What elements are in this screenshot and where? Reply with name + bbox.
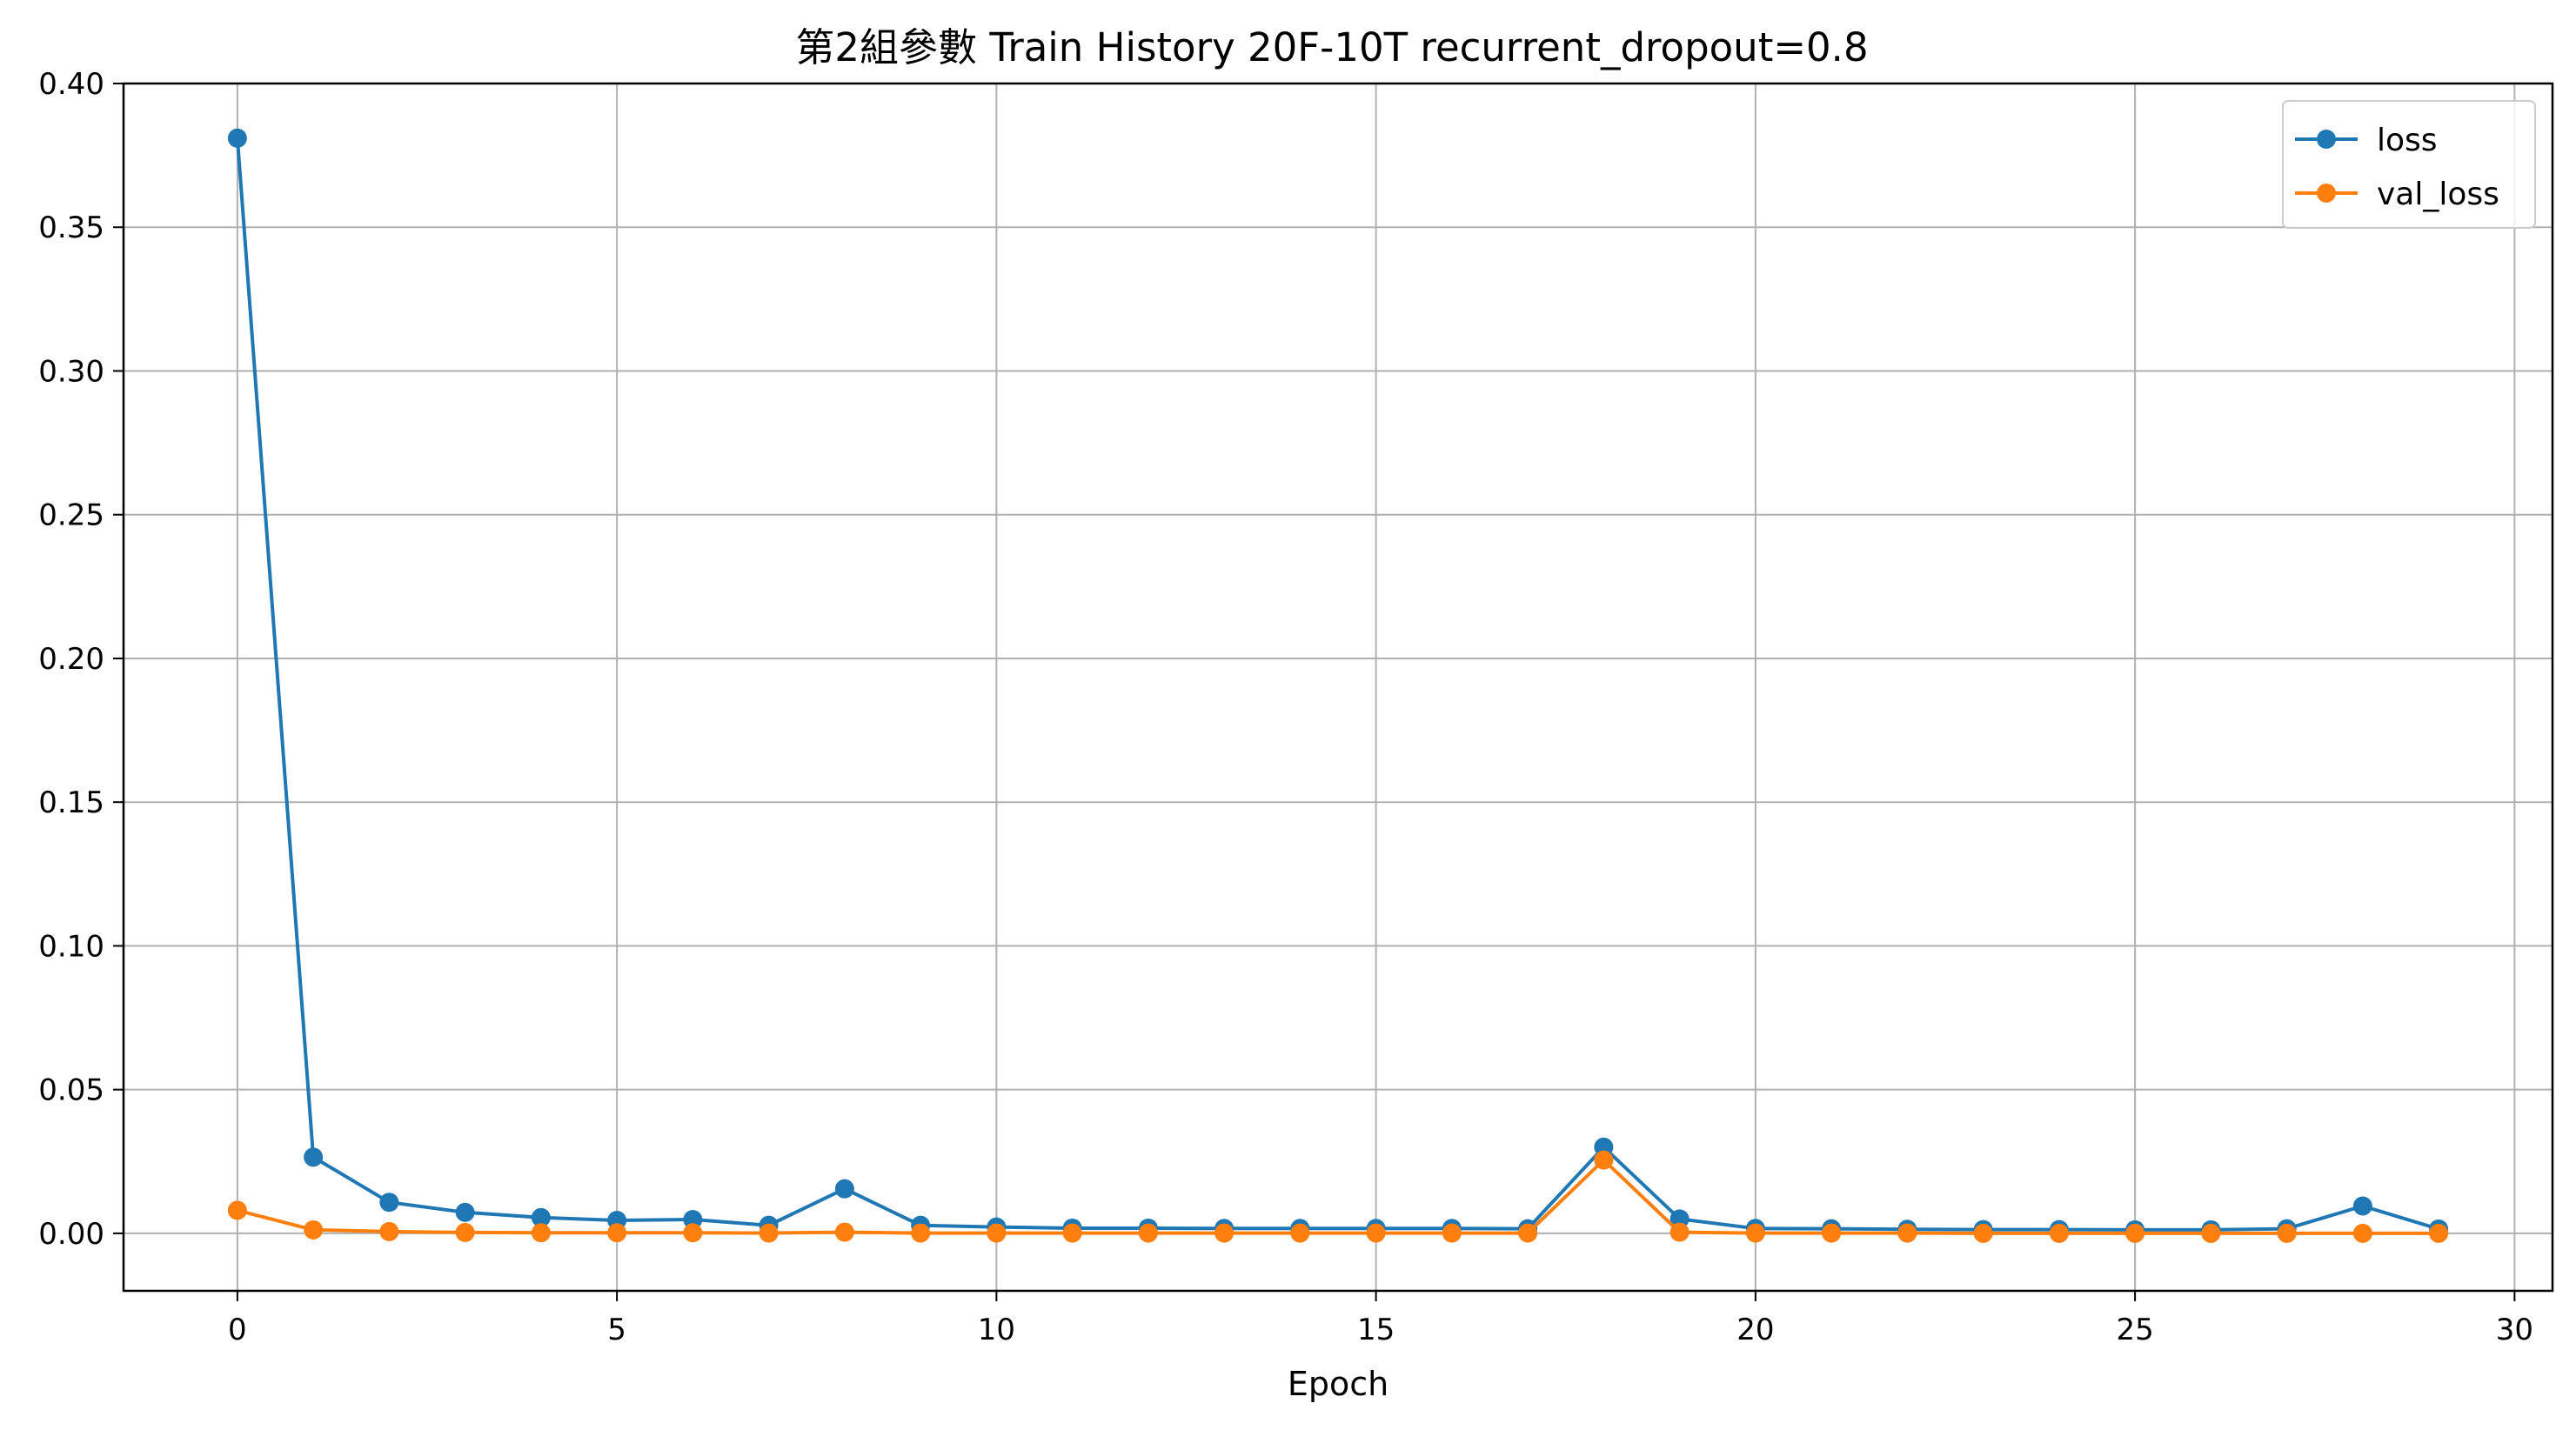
data-point-val_loss [2201, 1223, 2221, 1243]
x-axis-title: Epoch [1288, 1365, 1388, 1403]
y-tick-label: 0.10 [38, 929, 104, 964]
x-tick-label: 15 [1357, 1313, 1395, 1347]
x-tick-label: 5 [607, 1313, 626, 1347]
x-tick-label: 30 [2496, 1313, 2533, 1347]
y-tick-label: 0.05 [38, 1073, 104, 1108]
data-point-val_loss [987, 1223, 1007, 1243]
data-point-val_loss [1062, 1223, 1082, 1243]
axis-ticks: 0 5 10 15 20 25 30 0.00 0.05 0.10 0.15 0.20 0.25 0.30… [38, 67, 2533, 1347]
legend-label: val_loss [2377, 177, 2499, 212]
data-point-val_loss [379, 1221, 399, 1241]
y-tick-label: 0.40 [38, 67, 104, 102]
data-point-val_loss [1897, 1223, 1917, 1243]
legend: loss val_loss [2282, 100, 2536, 229]
data-point-val_loss [227, 1200, 247, 1220]
y-tick-label: 0.15 [38, 785, 104, 820]
data-point-val_loss [2125, 1223, 2145, 1243]
data-point-val_loss [1366, 1223, 1386, 1243]
data-point-val_loss [607, 1223, 627, 1243]
data-point-val_loss [455, 1222, 475, 1242]
y-tick-label: 0.30 [38, 354, 104, 389]
y-tick-label: 0.35 [38, 210, 104, 245]
chart-title: 第2組參數 Train History 20F-10T recurrent_dr… [795, 24, 1868, 70]
data-point-val_loss [1518, 1223, 1538, 1243]
data-point-val_loss [1290, 1223, 1310, 1243]
data-point-val_loss [1138, 1223, 1158, 1243]
series-line-val_loss [237, 1158, 2439, 1235]
legend-label: loss [2377, 123, 2438, 158]
data-point-loss [227, 128, 247, 148]
legend-box [2282, 100, 2536, 229]
data-point-val_loss [2277, 1223, 2297, 1243]
data-point-loss [531, 1207, 551, 1227]
data-point-val_loss [759, 1223, 779, 1243]
data-point-val_loss [1973, 1223, 1993, 1243]
data-point-loss [1669, 1209, 1689, 1229]
grid-lines [124, 83, 2553, 1291]
data-point-loss [2352, 1196, 2372, 1216]
data-point-val_loss [2429, 1223, 2449, 1243]
y-tick-label: 0.25 [38, 498, 104, 533]
series-layer [227, 128, 2449, 1243]
data-point-val_loss [683, 1223, 703, 1243]
data-point-val_loss [304, 1220, 324, 1240]
data-point-val_loss [834, 1222, 854, 1242]
data-point-loss [834, 1179, 854, 1199]
data-point-loss [455, 1202, 475, 1222]
data-point-val_loss [1822, 1223, 1842, 1243]
data-point-val_loss [1669, 1222, 1689, 1242]
plot-frame [122, 82, 2554, 1293]
y-tick-label: 0.20 [38, 642, 104, 677]
legend-swatch-marker [2317, 130, 2336, 149]
data-point-val_loss [1594, 1150, 1614, 1170]
data-point-val_loss [2352, 1223, 2372, 1243]
x-tick-label: 0 [228, 1313, 247, 1347]
data-point-val_loss [1214, 1223, 1234, 1243]
data-point-val_loss [2049, 1223, 2069, 1243]
data-point-loss [683, 1210, 703, 1230]
x-tick-label: 20 [1736, 1313, 1774, 1347]
data-point-val_loss [911, 1223, 931, 1243]
data-point-loss [304, 1147, 324, 1167]
data-point-val_loss [531, 1223, 551, 1243]
x-tick-label: 25 [2116, 1313, 2153, 1347]
data-point-val_loss [1442, 1223, 1462, 1243]
x-tick-label: 10 [978, 1313, 1015, 1347]
y-tick-label: 0.00 [38, 1217, 104, 1252]
series-line-loss [235, 137, 2439, 1232]
legend-swatch-marker [2317, 184, 2336, 203]
data-point-loss [379, 1193, 399, 1213]
data-point-val_loss [1745, 1223, 1765, 1243]
